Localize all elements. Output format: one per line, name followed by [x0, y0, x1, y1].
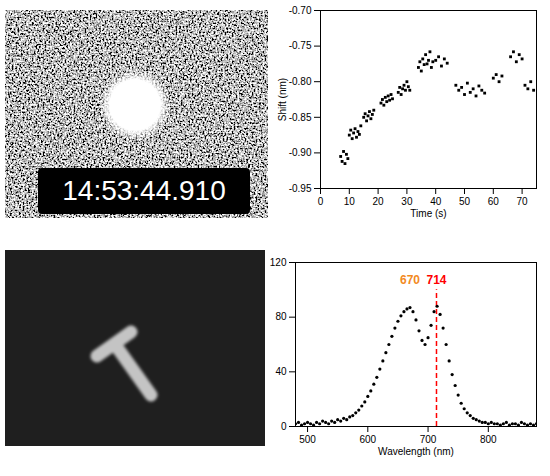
svg-text:120: 120	[270, 257, 287, 268]
svg-text:0: 0	[318, 196, 324, 207]
svg-text:670: 670	[400, 273, 420, 287]
svg-text:80: 80	[275, 311, 287, 322]
svg-text:30: 30	[401, 196, 413, 207]
svg-text:-0.85: -0.85	[289, 112, 312, 123]
svg-text:Wavelength (nm): Wavelength (nm)	[378, 446, 454, 457]
svg-text:0: 0	[281, 421, 287, 432]
svg-text:500: 500	[299, 434, 316, 445]
svg-text:20: 20	[373, 196, 385, 207]
svg-text:-0.75: -0.75	[289, 40, 312, 51]
svg-text:Shift (nm): Shift (nm)	[277, 78, 288, 121]
svg-text:60: 60	[488, 196, 500, 207]
svg-text:40: 40	[430, 196, 442, 207]
svg-text:50: 50	[459, 196, 471, 207]
svg-text:70: 70	[517, 196, 529, 207]
svg-text:700: 700	[420, 434, 437, 445]
svg-text:600: 600	[359, 434, 376, 445]
svg-text:Time (s): Time (s)	[410, 208, 446, 219]
svg-text:-0.90: -0.90	[289, 147, 312, 158]
svg-text:800: 800	[480, 434, 497, 445]
svg-text:10: 10	[344, 196, 356, 207]
svg-text:-0.80: -0.80	[289, 76, 312, 87]
svg-text:40: 40	[275, 366, 287, 377]
svg-text:714: 714	[426, 273, 446, 287]
svg-text:-0.95: -0.95	[289, 183, 312, 194]
svg-text:-0.70: -0.70	[289, 5, 312, 16]
svg-text:14:53:44.910: 14:53:44.910	[62, 175, 226, 206]
